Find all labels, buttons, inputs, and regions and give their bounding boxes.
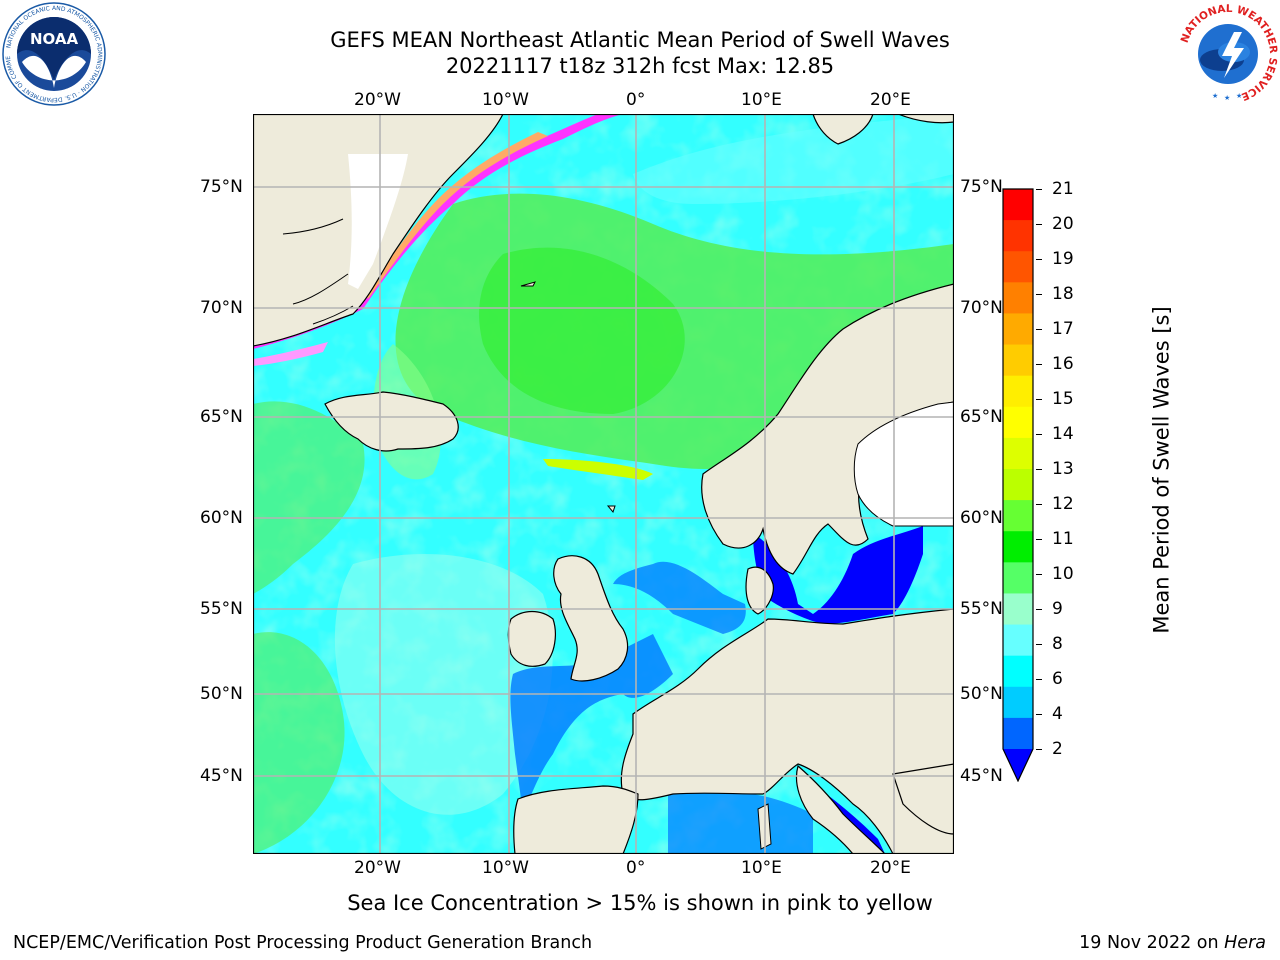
- colorbar-swatch: [1003, 624, 1033, 657]
- lat-label-left: 75°N: [200, 177, 243, 197]
- svg-text:★: ★: [1224, 94, 1230, 102]
- lat-label-right: 75°N: [960, 177, 1003, 197]
- colorbar-tick-mark: [1036, 608, 1042, 610]
- colorbar-swatch: [1003, 344, 1033, 377]
- ice-caption: Sea Ice Concentration > 15% is shown in …: [347, 891, 933, 915]
- colorbar-tick-label: 13: [1052, 459, 1074, 479]
- chart-subtitle: 20221117 t18z 312h fcst Max: 12.85: [445, 54, 835, 78]
- lat-label-left: 70°N: [200, 298, 243, 318]
- colorbar-swatch: [1003, 562, 1033, 594]
- colorbar-tick-mark: [1036, 468, 1042, 470]
- colorbar-tick-label: 8: [1052, 634, 1063, 654]
- colorbar-tick-label: 4: [1052, 704, 1063, 724]
- colorbar-tick-mark: [1036, 573, 1042, 575]
- colorbar-tick-mark: [1036, 223, 1042, 225]
- lon-label-top: 0°: [626, 90, 646, 110]
- lat-label-left: 45°N: [200, 766, 243, 786]
- colorbar-swatch: [1003, 593, 1033, 626]
- lat-label-left: 55°N: [200, 599, 243, 619]
- lat-label-left: 50°N: [200, 684, 243, 704]
- colorbar-swatch: [1003, 251, 1033, 283]
- colorbar-tick-mark: [1036, 293, 1042, 295]
- colorbar-tick-mark: [1036, 188, 1042, 190]
- colorbar-swatch: [1003, 437, 1033, 470]
- colorbar-tick-label: 19: [1052, 249, 1074, 269]
- colorbar-tick-mark: [1036, 363, 1042, 365]
- lat-label-right: 50°N: [960, 684, 1003, 704]
- colorbar-label: Mean Period of Swell Waves [s]: [1149, 306, 1174, 634]
- lat-label-left: 65°N: [200, 407, 243, 427]
- colorbar-tick-mark: [1036, 748, 1042, 750]
- colorbar-ticks: 21 20 19 18 17 16 15 14 13 12 11 10 9 8 6 4 2: [1036, 179, 1090, 780]
- colorbar-tick-label: 9: [1052, 599, 1063, 619]
- colorbar-tick-mark: [1036, 643, 1042, 645]
- colorbar-swatch: [1003, 717, 1033, 750]
- colorbar-swatch: [1003, 282, 1033, 314]
- nws-logo: NATIONAL WEATHER SERVICE ★ ★ ★: [1176, 2, 1280, 106]
- colorbar-tick-label: 21: [1052, 179, 1074, 199]
- lon-label-bottom: 10°W: [482, 858, 529, 878]
- branch-caption: NCEP/EMC/Verification Post Processing Pr…: [13, 933, 593, 953]
- date-prefix: 19 Nov 2022 on: [1079, 933, 1225, 953]
- colorbar-tick-label: 17: [1052, 319, 1074, 339]
- lat-label-right: 55°N: [960, 599, 1003, 619]
- colorbar-tick-label: 14: [1052, 424, 1074, 444]
- colorbar-swatch: [1003, 220, 1033, 252]
- svg-text:★: ★: [1212, 92, 1218, 100]
- lat-label-right: 65°N: [960, 407, 1003, 427]
- colorbar-swatch: [1003, 500, 1033, 532]
- colorbar-tick-label: 20: [1052, 214, 1074, 234]
- colorbar-tick-mark: [1036, 503, 1042, 505]
- colorbar-swatch: [1003, 531, 1033, 563]
- colorbar-tick-mark: [1036, 433, 1042, 435]
- colorbar-outline: [1002, 188, 1034, 782]
- colorbar-swatch: [1003, 189, 1033, 221]
- lat-label-right: 45°N: [960, 766, 1003, 786]
- colorbar-swatch: [1003, 686, 1033, 719]
- colorbar-swatch: [1003, 406, 1033, 439]
- lon-label-bottom: 20°W: [354, 858, 401, 878]
- lon-label-bottom: 10°E: [741, 858, 782, 878]
- colorbar-tick-label: 10: [1052, 564, 1074, 584]
- noaa-logo: NOAA NATIONAL OCEANIC AND ATMOSPHERIC AD…: [2, 2, 106, 106]
- colorbar-tick-label: 16: [1052, 354, 1074, 374]
- colorbar-tick-mark: [1036, 713, 1042, 715]
- colorbar-swatch: [1003, 375, 1033, 408]
- lat-label-right: 60°N: [960, 508, 1003, 528]
- lon-label-bottom: 20°E: [870, 858, 911, 878]
- swell-period-map: [253, 114, 954, 854]
- colorbar-tick-label: 6: [1052, 669, 1063, 689]
- colorbar-swatch: [1003, 313, 1033, 346]
- chart-title: GEFS MEAN Northeast Atlantic Mean Period…: [330, 28, 950, 52]
- lat-label-left: 60°N: [200, 508, 243, 528]
- colorbar-extend-triangle: [1003, 749, 1033, 781]
- colorbar-tick-mark: [1036, 678, 1042, 680]
- svg-text:★: ★: [1236, 92, 1242, 100]
- colorbar-swatches: [1002, 188, 1034, 782]
- lon-label-top: 20°W: [354, 90, 401, 110]
- colorbar-tick-label: 11: [1052, 529, 1074, 549]
- colorbar-tick-label: 12: [1052, 494, 1074, 514]
- colorbar-swatch: [1003, 655, 1033, 688]
- colorbar-tick-mark: [1036, 398, 1042, 400]
- lon-label-top: 10°E: [741, 90, 782, 110]
- lon-label-bottom: 0°: [626, 858, 646, 878]
- lon-label-top: 10°W: [482, 90, 529, 110]
- colorbar: [1000, 186, 1036, 782]
- colorbar-tick-label: 2: [1052, 739, 1063, 759]
- lat-label-right: 70°N: [960, 298, 1003, 318]
- lon-label-top: 20°E: [870, 90, 911, 110]
- date-caption: 19 Nov 2022 on Hera: [1079, 932, 1266, 954]
- colorbar-tick-label: 15: [1052, 389, 1074, 409]
- colorbar-tick-mark: [1036, 538, 1042, 540]
- date-machine: Hera: [1224, 933, 1266, 953]
- noaa-logo-text: NOAA: [30, 30, 79, 48]
- colorbar-tick-label: 18: [1052, 284, 1074, 304]
- colorbar-tick-mark: [1036, 258, 1042, 260]
- colorbar-swatch: [1003, 469, 1033, 501]
- colorbar-tick-mark: [1036, 328, 1042, 330]
